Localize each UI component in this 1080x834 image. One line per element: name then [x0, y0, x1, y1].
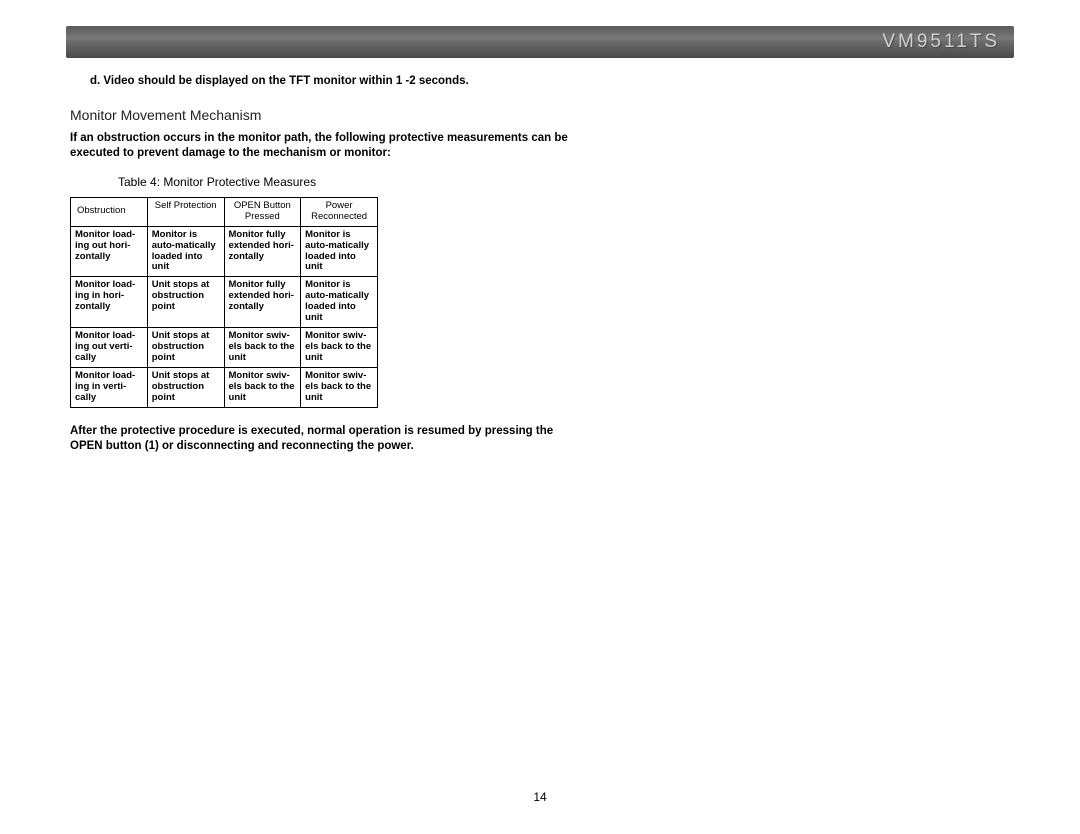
- page-number: 14: [0, 790, 1080, 804]
- table-row: Monitor load-ing in hori-zontallyUnit st…: [71, 277, 378, 328]
- table-cell: Monitor load-ing out verti-cally: [71, 328, 148, 368]
- table-cell: Monitor load-ing out hori-zontally: [71, 226, 148, 277]
- table-cell: Monitor swiv-els back to the unit: [301, 367, 378, 407]
- page-header-bar: VM9511TS: [66, 26, 1014, 58]
- table-cell: Unit stops at obstruction point: [147, 367, 224, 407]
- col-self-protection: Self Protection: [147, 197, 224, 226]
- table-cell: Monitor is auto-matically loaded into un…: [147, 226, 224, 277]
- main-content: d. Video should be displayed on the TFT …: [70, 74, 590, 455]
- table-cell: Monitor fully extended hori-zontally: [224, 226, 301, 277]
- table-cell: Monitor swiv-els back to the unit: [301, 328, 378, 368]
- model-title: VM9511TS: [882, 31, 1000, 53]
- table-cell: Monitor is auto-matically loaded into un…: [301, 277, 378, 328]
- table-header-row: Obstruction Self Protection OPEN Button …: [71, 197, 378, 226]
- table-cell: Monitor load-ing in verti-cally: [71, 367, 148, 407]
- table-cell: Unit stops at obstruction point: [147, 328, 224, 368]
- list-item-d: d. Video should be displayed on the TFT …: [90, 74, 590, 89]
- table-row: Monitor load-ing out verti-callyUnit sto…: [71, 328, 378, 368]
- protective-measures-table: Obstruction Self Protection OPEN Button …: [70, 197, 378, 408]
- table-cell: Monitor is auto-matically loaded into un…: [301, 226, 378, 277]
- section-heading: Monitor Movement Mechanism: [70, 107, 590, 123]
- table-cell: Monitor swiv-els back to the unit: [224, 367, 301, 407]
- table-cell: Monitor load-ing in hori-zontally: [71, 277, 148, 328]
- table-caption: Table 4: Monitor Protective Measures: [118, 175, 590, 189]
- table-row: Monitor load-ing in verti-callyUnit stop…: [71, 367, 378, 407]
- table-cell: Monitor fully extended hori-zontally: [224, 277, 301, 328]
- col-power-reconnected: Power Reconnected: [301, 197, 378, 226]
- col-open-button: OPEN Button Pressed: [224, 197, 301, 226]
- table-cell: Monitor swiv-els back to the unit: [224, 328, 301, 368]
- table-row: Monitor load-ing out hori-zontallyMonito…: [71, 226, 378, 277]
- col-obstruction: Obstruction: [71, 197, 148, 226]
- intro-paragraph: If an obstruction occurs in the monitor …: [70, 131, 590, 161]
- table-cell: Unit stops at obstruction point: [147, 277, 224, 328]
- outro-paragraph: After the protective procedure is execut…: [70, 424, 580, 455]
